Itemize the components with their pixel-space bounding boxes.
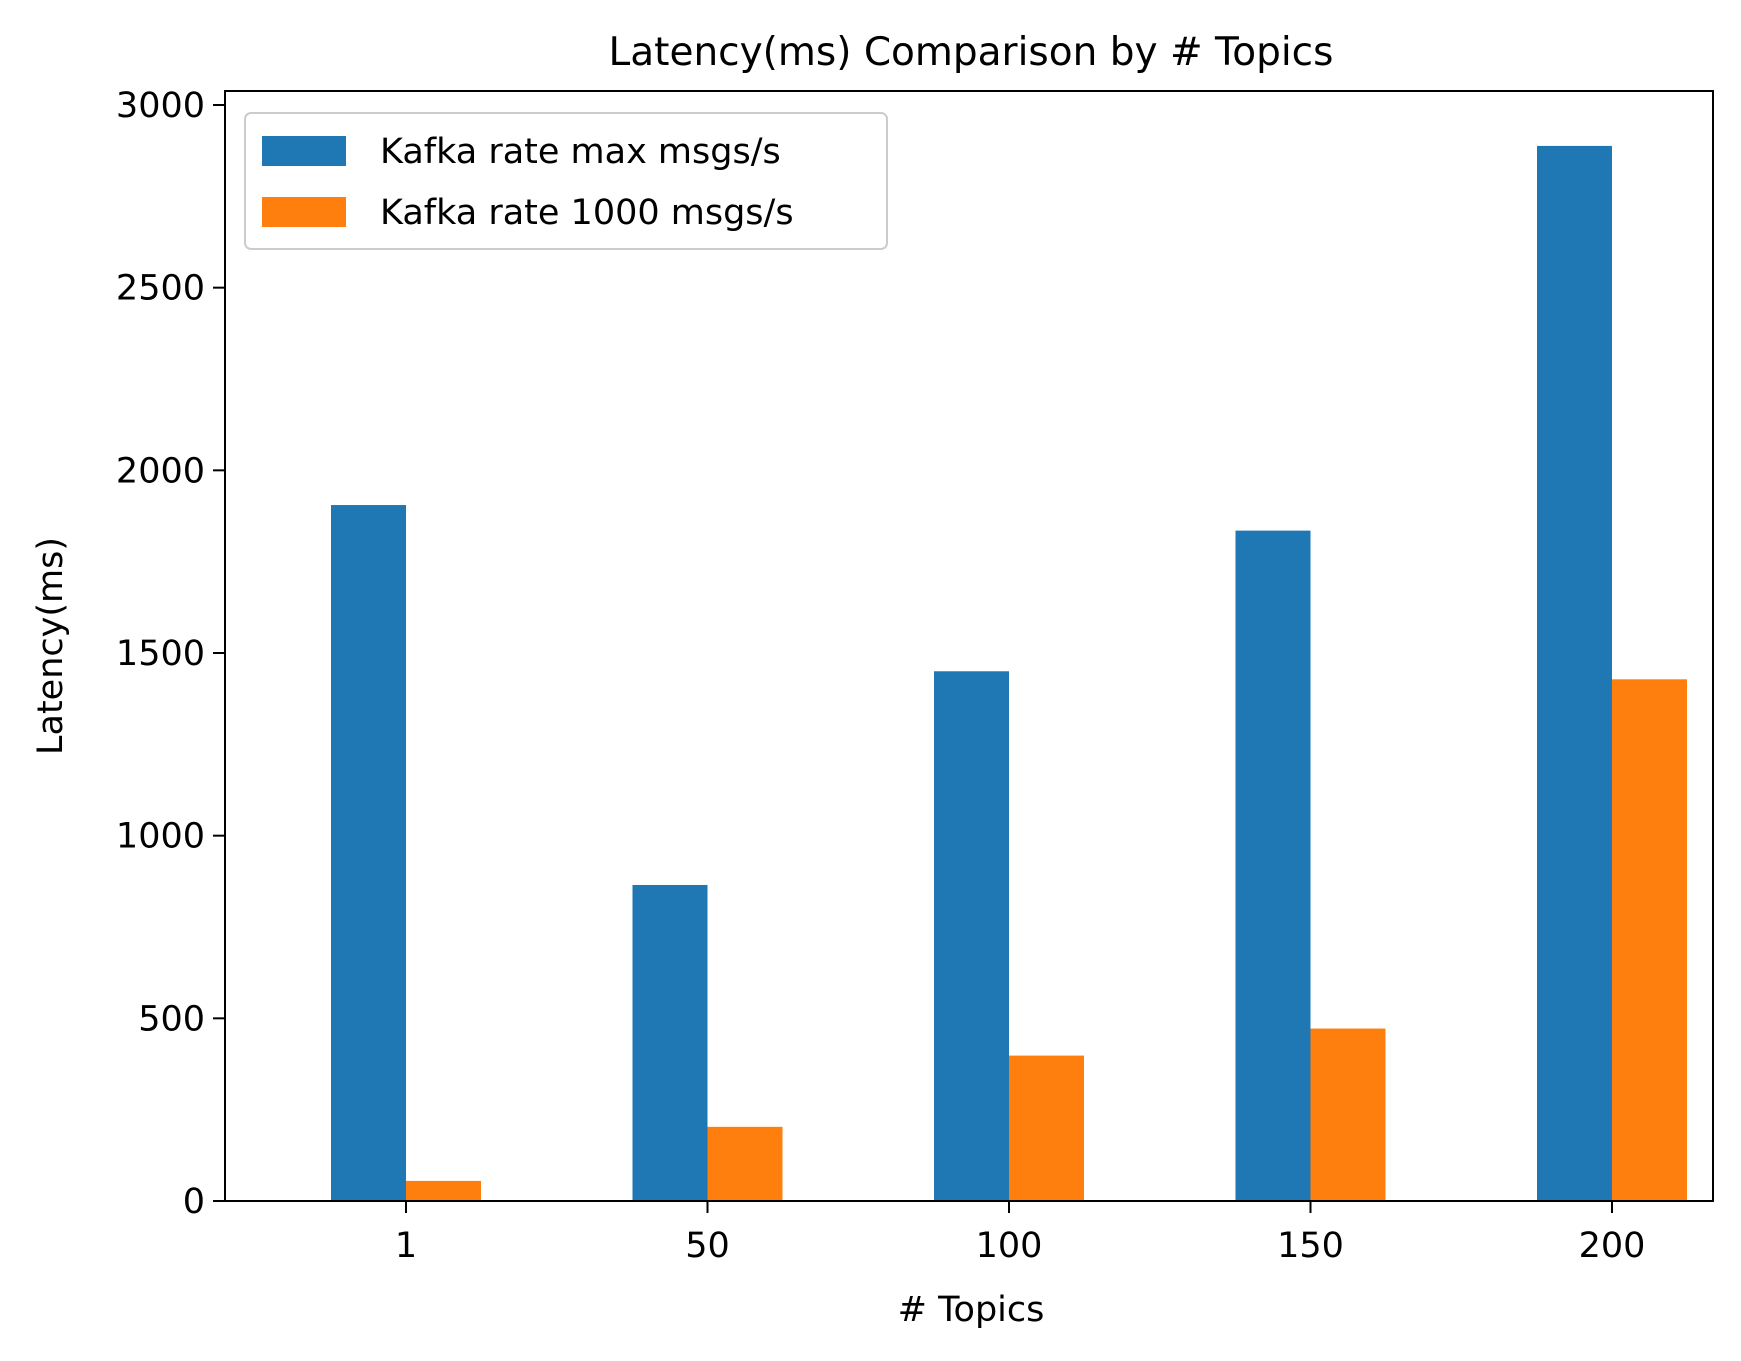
x-tick-label-200: 200 [1579, 1226, 1646, 1266]
bar-1000-rate-50 [707, 1126, 783, 1201]
y-tick-label-500: 500 [138, 999, 205, 1039]
bar-max-rate-50 [632, 884, 708, 1201]
y-tick-label-2000: 2000 [116, 451, 205, 491]
chart-title: Latency(ms) Comparison by # Topics [609, 30, 1334, 75]
y-tick-label-1500: 1500 [116, 634, 205, 674]
x-tick-label-100: 100 [976, 1226, 1043, 1266]
x-axis-ticks: 1 50 100 150 200 [395, 1201, 1646, 1266]
legend-label-max-rate: Kafka rate max msgs/s [380, 132, 781, 172]
bar-1000-rate-150 [1310, 1028, 1386, 1201]
x-tick-label-50: 50 [685, 1226, 730, 1266]
legend-swatch-1000-rate [262, 197, 346, 227]
bars-group [331, 145, 1687, 1201]
legend-box [244, 112, 888, 250]
y-tick-label-0: 0 [183, 1182, 205, 1222]
bar-max-rate-1 [331, 505, 406, 1201]
y-tick-label-3000: 3000 [116, 86, 205, 126]
plot-frame [224, 90, 1714, 1202]
legend-swatch-max-rate [262, 136, 346, 166]
legend-label-1000-rate: Kafka rate 1000 msgs/s [380, 193, 794, 233]
x-tick-label-1: 1 [395, 1226, 417, 1266]
bar-max-rate-100 [934, 671, 1009, 1201]
bar-1000-rate-200 [1612, 679, 1687, 1201]
y-tick-label-1000: 1000 [116, 817, 205, 857]
x-axis-label: # Topics [898, 1290, 1045, 1330]
bar-1000-rate-100 [1009, 1055, 1084, 1201]
x-tick-label-150: 150 [1277, 1226, 1344, 1266]
bar-1000-rate-1 [406, 1180, 481, 1201]
bar-max-rate-150 [1235, 530, 1311, 1201]
legend: Kafka rate max msgs/s Kafka rate 1000 ms… [244, 112, 888, 250]
y-axis-ticks: 0 500 1000 1500 2000 2500 3000 [116, 86, 225, 1222]
y-axis-label: Latency(ms) [31, 537, 71, 755]
y-tick-label-2500: 2500 [116, 269, 205, 309]
bar-max-rate-200 [1537, 145, 1612, 1201]
